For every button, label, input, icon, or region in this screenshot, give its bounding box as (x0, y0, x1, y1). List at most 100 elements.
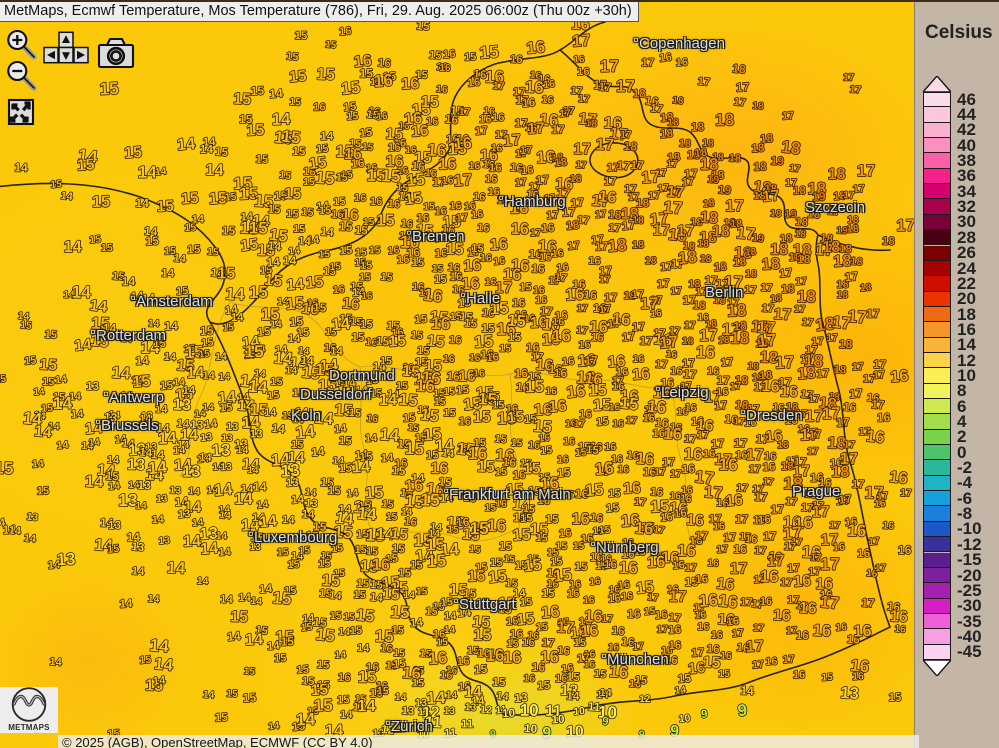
svg-text:14: 14 (340, 709, 353, 721)
svg-text:17: 17 (669, 588, 687, 605)
svg-text:14: 14 (173, 253, 187, 266)
svg-text:16: 16 (511, 220, 529, 238)
svg-text:15: 15 (585, 444, 599, 457)
svg-text:16: 16 (492, 112, 505, 124)
svg-text:14: 14 (161, 267, 175, 280)
svg-text:17: 17 (551, 122, 565, 136)
svg-text:17: 17 (748, 463, 761, 475)
svg-text:16: 16 (590, 512, 604, 525)
svg-text:17: 17 (647, 592, 660, 604)
svg-text:14: 14 (173, 444, 186, 456)
svg-text:15: 15 (492, 675, 506, 689)
svg-text:16: 16 (843, 400, 858, 414)
svg-text:15: 15 (391, 624, 404, 636)
svg-text:15: 15 (250, 84, 264, 99)
svg-text:10: 10 (551, 713, 565, 727)
svg-text:14: 14 (154, 166, 167, 178)
svg-text:18: 18 (570, 173, 582, 185)
svg-text:17: 17 (685, 562, 697, 574)
svg-text:15: 15 (337, 694, 350, 707)
svg-text:16: 16 (762, 461, 775, 473)
svg-text:16: 16 (557, 453, 569, 466)
svg-text:16: 16 (719, 454, 738, 474)
svg-text:16: 16 (456, 653, 471, 668)
svg-text:15: 15 (242, 691, 257, 706)
svg-text:17: 17 (725, 196, 744, 215)
svg-text:15: 15 (410, 329, 423, 342)
svg-text:16: 16 (578, 339, 590, 351)
svg-text:16: 16 (598, 188, 617, 207)
svg-text:13: 13 (182, 463, 200, 481)
svg-text:16: 16 (548, 397, 568, 417)
svg-text:17: 17 (520, 144, 533, 157)
svg-text:16: 16 (477, 222, 491, 235)
svg-text:18: 18 (645, 255, 657, 267)
svg-text:17: 17 (578, 93, 591, 106)
svg-text:16: 16 (697, 621, 709, 633)
svg-text:14: 14 (266, 255, 281, 270)
svg-text:18: 18 (623, 139, 638, 154)
svg-text:16: 16 (540, 647, 559, 667)
svg-text:10: 10 (678, 713, 691, 725)
svg-text:18: 18 (828, 166, 846, 183)
svg-text:14: 14 (357, 642, 370, 654)
svg-text:15: 15 (369, 245, 381, 256)
svg-text:18: 18 (585, 118, 598, 130)
svg-text:14: 14 (298, 235, 312, 248)
svg-text:18: 18 (752, 101, 765, 113)
svg-text:15: 15 (423, 201, 435, 212)
svg-text:14: 14 (218, 546, 231, 559)
svg-text:16: 16 (757, 513, 772, 527)
svg-text:14: 14 (365, 432, 378, 445)
svg-text:15: 15 (388, 333, 407, 351)
svg-text:14: 14 (247, 376, 268, 398)
svg-text:14: 14 (54, 373, 67, 386)
svg-text:17: 17 (670, 468, 682, 480)
svg-text:16: 16 (607, 591, 622, 605)
svg-text:17: 17 (573, 141, 591, 158)
svg-text:15: 15 (224, 191, 237, 204)
svg-text:17: 17 (575, 160, 587, 172)
svg-text:17: 17 (576, 324, 589, 337)
svg-text:16: 16 (889, 367, 909, 387)
svg-text:14: 14 (282, 514, 296, 526)
svg-text:16: 16 (761, 377, 780, 396)
svg-text:17: 17 (761, 187, 780, 206)
svg-text:16: 16 (427, 647, 448, 669)
svg-text:18: 18 (831, 463, 849, 481)
svg-text:9: 9 (701, 708, 708, 721)
svg-text:15: 15 (412, 677, 424, 689)
svg-text:15: 15 (180, 190, 199, 208)
svg-text:15: 15 (426, 550, 447, 571)
svg-text:18: 18 (697, 239, 709, 251)
svg-text:14: 14 (256, 499, 269, 511)
svg-text:16: 16 (442, 48, 456, 61)
svg-text:15: 15 (447, 523, 459, 536)
svg-text:17: 17 (697, 429, 709, 441)
svg-text:17: 17 (714, 398, 729, 413)
svg-text:16: 16 (665, 349, 678, 361)
svg-text:17: 17 (535, 172, 550, 187)
svg-text:15: 15 (381, 498, 394, 511)
svg-text:14: 14 (291, 493, 305, 507)
svg-text:17: 17 (811, 335, 824, 348)
svg-text:16: 16 (865, 426, 885, 447)
svg-text:15: 15 (574, 561, 588, 573)
svg-text:17: 17 (648, 190, 661, 203)
svg-text:15: 15 (286, 50, 299, 63)
svg-text:14: 14 (225, 283, 246, 304)
svg-text:14: 14 (320, 129, 334, 143)
svg-text:16: 16 (716, 386, 728, 398)
svg-text:15: 15 (354, 224, 368, 238)
svg-text:14: 14 (357, 696, 376, 715)
svg-text:16: 16 (567, 588, 580, 601)
svg-text:17: 17 (849, 386, 864, 401)
svg-text:16: 16 (853, 622, 872, 641)
svg-text:14: 14 (152, 514, 164, 526)
svg-text:17: 17 (595, 135, 614, 155)
svg-text:18: 18 (860, 282, 872, 294)
svg-text:15: 15 (463, 316, 478, 331)
svg-text:17: 17 (752, 658, 765, 671)
svg-text:17: 17 (843, 73, 855, 84)
svg-text:15: 15 (338, 435, 352, 448)
